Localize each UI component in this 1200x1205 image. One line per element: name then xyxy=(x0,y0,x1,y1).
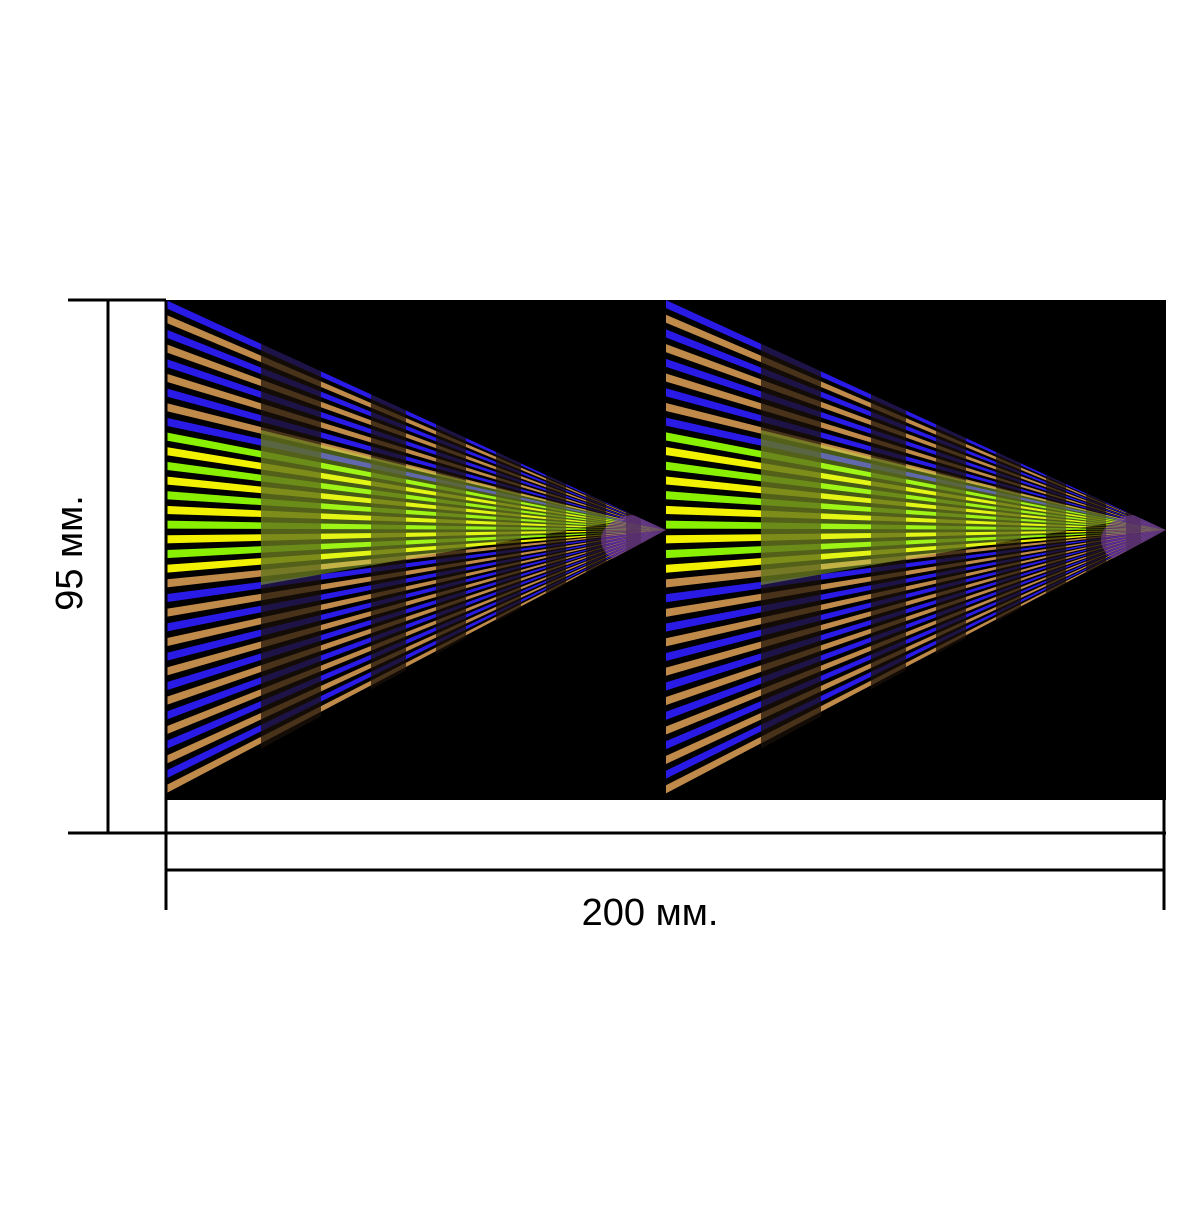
tunnel-stripe xyxy=(166,530,666,647)
tunnel-stripe xyxy=(166,530,666,750)
tunnel-band xyxy=(261,300,321,800)
tunnel-stripe xyxy=(166,491,666,530)
tunnel-stripe xyxy=(166,344,666,530)
tunnel-stripe xyxy=(166,417,666,530)
tunnel-stripe xyxy=(666,388,1166,530)
tunnel-glow xyxy=(761,430,1126,585)
tunnel-stripe xyxy=(166,530,666,617)
tunnel-stripe xyxy=(666,491,1166,530)
tunnel-glow xyxy=(261,430,626,585)
tunnel-band xyxy=(761,300,821,800)
tunnel-stripe xyxy=(666,417,1166,530)
tunnel-stripe xyxy=(666,530,1166,617)
tunnel-stripe xyxy=(666,530,1166,603)
artwork-tile-left xyxy=(166,300,666,800)
tunnel-stripe xyxy=(666,530,1166,662)
tunnel-stripe xyxy=(666,530,1166,647)
tunnel-stripe xyxy=(666,530,1166,750)
tunnel-stripe xyxy=(166,530,666,706)
tunnel-stripe xyxy=(666,530,1166,706)
height-label: 95 мм. xyxy=(49,495,91,611)
tunnel-stripe xyxy=(166,388,666,530)
width-label: 200 мм. xyxy=(582,892,719,934)
tunnel-stripe xyxy=(166,530,666,662)
tunnel-stripe xyxy=(666,344,1166,530)
tunnel-stripe xyxy=(166,530,666,603)
